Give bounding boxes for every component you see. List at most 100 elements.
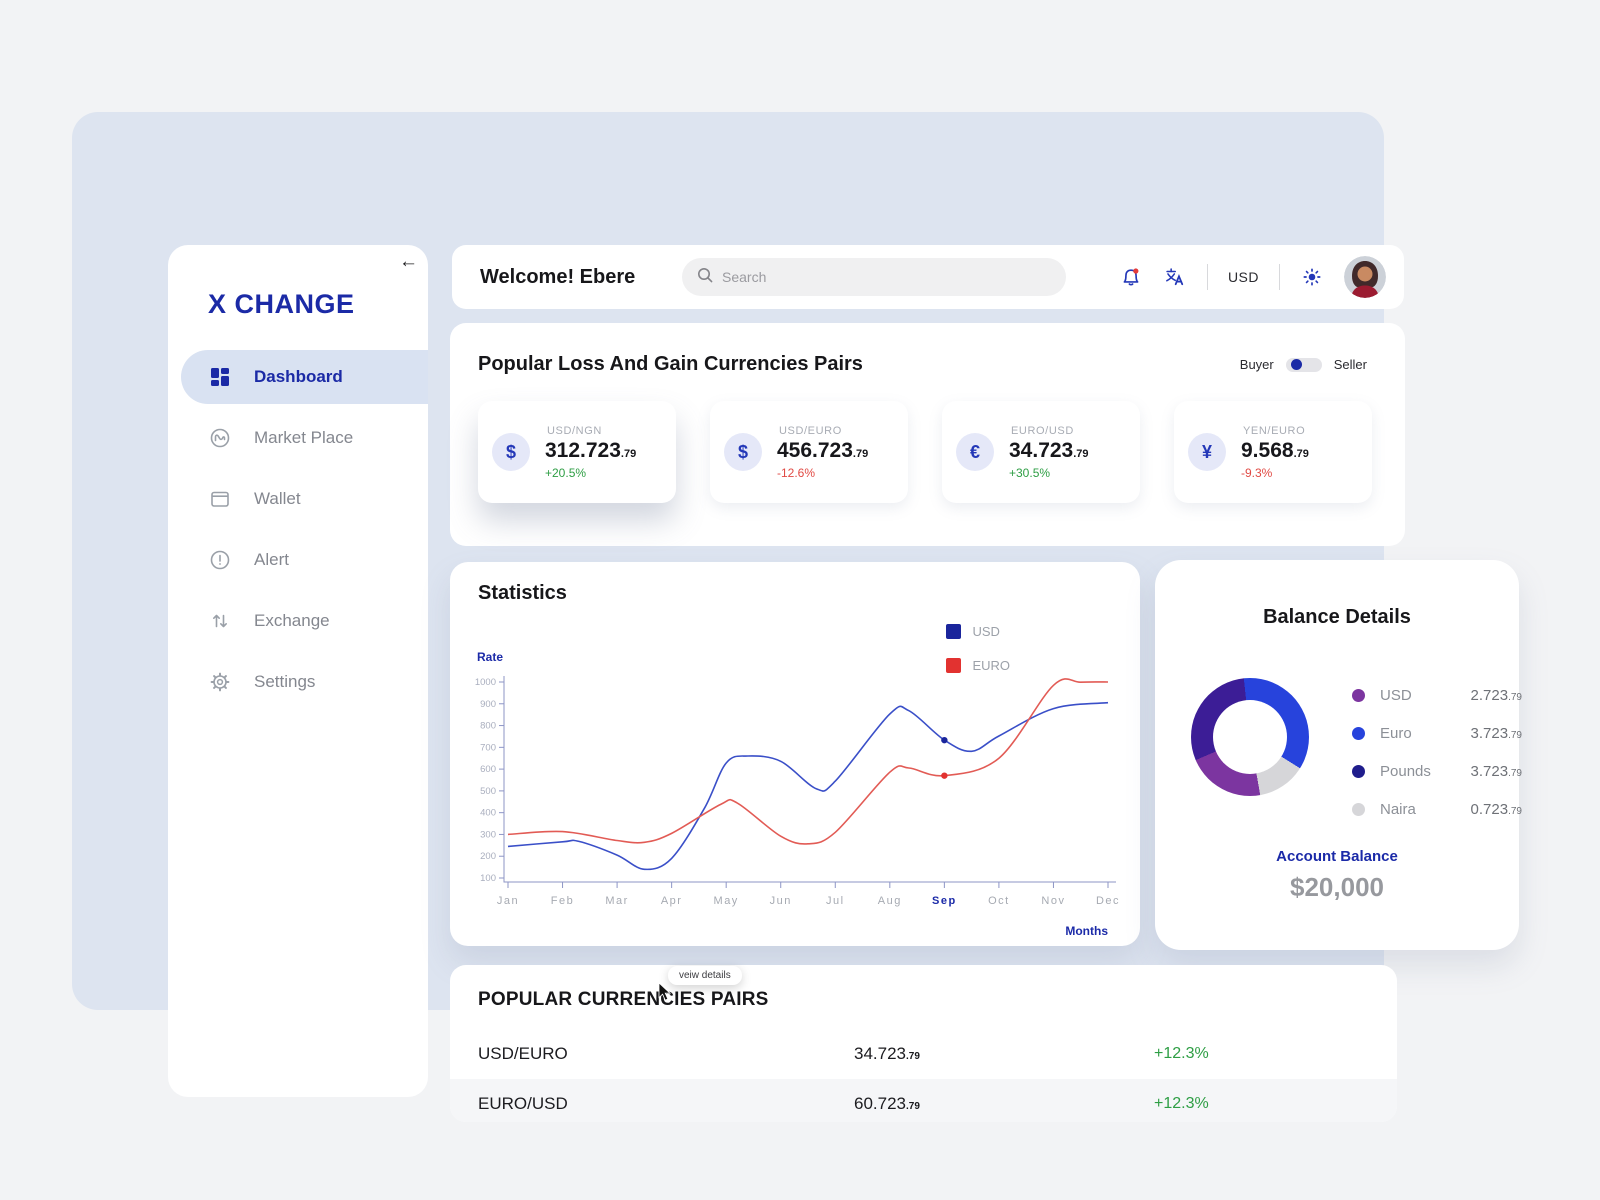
translate-icon[interactable] xyxy=(1163,265,1187,289)
pair-change: +20.5% xyxy=(545,465,587,480)
top-bar: Welcome! Ebere USD xyxy=(452,245,1404,309)
svg-text:Nov: Nov xyxy=(1041,895,1065,907)
market-place-icon xyxy=(209,427,231,449)
pair-card-yen-euro[interactable]: ¥ YEN/EURO 9.568.79 -9.3% xyxy=(1174,401,1372,503)
avatar[interactable] xyxy=(1344,256,1386,298)
sidebar-item-label: Dashboard xyxy=(254,367,343,386)
svg-text:200: 200 xyxy=(480,851,496,862)
buyer-seller-toggle: Buyer Seller xyxy=(1240,357,1367,372)
toggle-knob xyxy=(1290,359,1302,370)
alert-icon xyxy=(209,549,231,571)
sidebar: ← X CHANGE Dashboard Market Place Wallet xyxy=(168,245,428,1097)
account-balance-label: Account Balance xyxy=(1276,848,1398,865)
pair-value: 34.723.79 xyxy=(1009,438,1089,462)
sidebar-item-wallet[interactable]: Wallet xyxy=(168,472,428,526)
svg-text:900: 900 xyxy=(480,699,496,710)
balance-legend-usd: USD 2.723.79 xyxy=(1352,676,1522,714)
sidebar-item-label: Exchange xyxy=(254,611,330,630)
svg-text:May: May xyxy=(714,895,739,907)
svg-text:400: 400 xyxy=(480,808,496,819)
pair-label: EURO/USD xyxy=(1011,424,1074,437)
sidebar-item-settings[interactable]: Settings xyxy=(168,655,428,709)
sun-icon[interactable] xyxy=(1300,265,1324,289)
x-axis-label: Months xyxy=(1065,924,1108,938)
sidebar-item-market-place[interactable]: Market Place xyxy=(168,411,428,465)
legend-swatch-usd xyxy=(946,624,962,639)
yen-icon: ¥ xyxy=(1188,433,1226,471)
svg-text:Dec: Dec xyxy=(1096,895,1120,907)
balance-details-card: Balance Details USD 2.723.79 Euro 3.723.… xyxy=(1155,560,1522,950)
popular-pairs-section: Popular Loss And Gain Currencies Pairs B… xyxy=(450,323,1405,546)
welcome-text: Welcome! Ebere xyxy=(480,265,636,288)
pair-value: 312.723.79 xyxy=(545,438,637,462)
table-title: POPULAR CURRENCIES PAIRS xyxy=(478,989,769,1010)
legend-dot-usd xyxy=(1352,688,1365,702)
balance-title: Balance Details xyxy=(1263,606,1411,628)
svg-text:Jun: Jun xyxy=(770,895,792,907)
svg-text:Feb: Feb xyxy=(551,895,574,907)
dashboard-grid-icon xyxy=(209,366,231,388)
balance-legend: USD 2.723.79 Euro 3.723.79 Pounds 3.723.… xyxy=(1352,676,1522,828)
legend-dot-pounds xyxy=(1352,764,1365,778)
legend-swatch-euro xyxy=(946,658,962,673)
pair-value: 9.568.79 xyxy=(1241,438,1309,462)
balance-legend-euro: Euro 3.723.79 xyxy=(1352,714,1522,752)
sidebar-collapse-icon[interactable]: ← xyxy=(399,251,418,272)
bell-icon[interactable] xyxy=(1119,265,1143,289)
sidebar-item-label: Alert xyxy=(254,550,289,569)
svg-text:800: 800 xyxy=(480,721,496,732)
legend-dot-naira xyxy=(1352,802,1365,816)
donut-chart[interactable] xyxy=(1191,678,1309,796)
svg-text:Jan: Jan xyxy=(497,895,519,907)
main-container: ← X CHANGE Dashboard Market Place Wallet xyxy=(72,112,1522,1122)
toggle-right-label: Seller xyxy=(1333,357,1367,372)
line-chart[interactable]: 100 200 300 400 500 600 700 800 900 1000 Jan Feb Mar… xyxy=(468,662,1128,928)
pair-card-euro-usd[interactable]: € EURO/USD 34.723.79 +30.5% xyxy=(942,401,1140,503)
app-logo: X CHANGE xyxy=(208,289,355,319)
search-input[interactable] xyxy=(722,269,1052,285)
sidebar-item-alert[interactable]: Alert xyxy=(168,533,428,587)
wallet-icon xyxy=(209,488,231,510)
currency-selector[interactable]: USD xyxy=(1227,269,1259,285)
pair-card-usd-ngn[interactable]: $ USD/NGN 312.723.79 +20.5% xyxy=(478,401,676,503)
svg-text:100: 100 xyxy=(480,873,496,884)
gear-icon xyxy=(209,671,231,693)
euro-icon: € xyxy=(956,433,994,471)
legend-item-usd: USD xyxy=(946,624,1010,639)
sidebar-item-exchange[interactable]: Exchange xyxy=(168,594,428,648)
toggle-switch[interactable] xyxy=(1285,357,1322,372)
svg-text:Apr: Apr xyxy=(661,895,683,907)
svg-text:500: 500 xyxy=(480,786,496,797)
y-axis-label: Rate xyxy=(477,650,504,664)
pair-change: -12.6% xyxy=(777,465,816,480)
svg-text:600: 600 xyxy=(480,764,496,775)
svg-text:300: 300 xyxy=(480,829,496,840)
legend-item-euro: EURO xyxy=(946,658,1010,673)
chart-legend: USD EURO xyxy=(946,624,1010,673)
balance-legend-pounds: Pounds 3.723.79 xyxy=(1352,752,1522,790)
pair-change: -9.3% xyxy=(1241,465,1273,480)
toggle-left-label: Buyer xyxy=(1239,357,1274,372)
pair-label: USD/EURO xyxy=(779,424,842,437)
popular-currencies-table: POPULAR CURRENCIES PAIRS USD/EURO 34.723… xyxy=(450,965,1397,1122)
search-bar xyxy=(682,258,1066,296)
popular-pairs-title: Popular Loss And Gain Currencies Pairs xyxy=(478,353,863,375)
pair-card-usd-euro[interactable]: $ USD/EURO 456.723.79 -12.6% xyxy=(710,401,908,503)
divider xyxy=(1206,264,1208,290)
pair-label: USD/NGN xyxy=(547,424,602,437)
svg-text:700: 700 xyxy=(480,742,496,753)
dollar-icon: $ xyxy=(724,433,762,471)
svg-text:Oct: Oct xyxy=(988,895,1010,907)
pair-value: 456.723.79 xyxy=(777,438,869,462)
svg-text:1000: 1000 xyxy=(475,677,496,688)
topbar-actions: USD xyxy=(1119,245,1386,309)
svg-text:Aug: Aug xyxy=(878,895,902,907)
sidebar-item-dashboard[interactable]: Dashboard xyxy=(181,350,428,404)
svg-text:Sep: Sep xyxy=(932,895,957,907)
table-row[interactable]: USD/EURO 34.723.79 +12.3% xyxy=(478,1044,1209,1063)
statistics-title: Statistics xyxy=(478,582,567,604)
statistics-card: Statistics USD EURO Rate 100 200 300 400 500… xyxy=(450,562,1140,946)
sidebar-item-label: Settings xyxy=(254,672,316,691)
legend-dot-euro xyxy=(1352,726,1365,740)
table-row[interactable]: EURO/USD 60.723.79 +12.3% xyxy=(450,1079,1397,1122)
